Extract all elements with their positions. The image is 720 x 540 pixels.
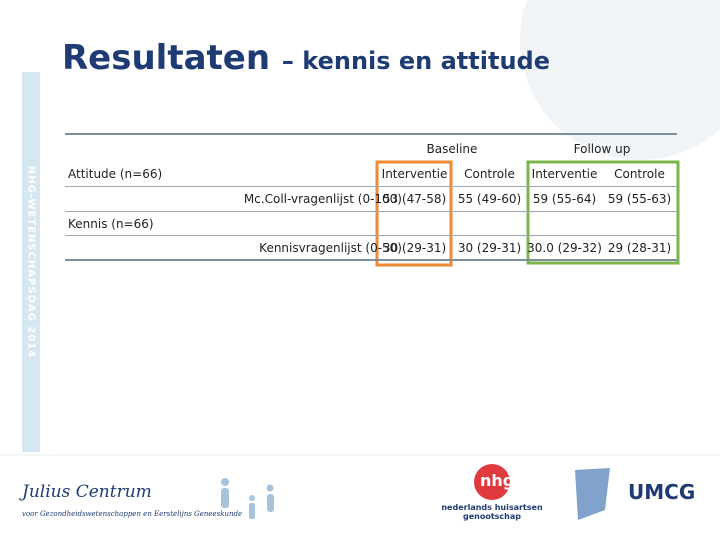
intervention-highlight	[375, 160, 453, 267]
row-rule	[65, 235, 677, 236]
row-rule	[65, 211, 677, 212]
title-rest: – kennis en attitude	[281, 47, 550, 75]
value-cell: 29 (28-31)	[607, 241, 672, 255]
side-bar	[22, 72, 40, 452]
row-label: Mc.Coll-vragenlijst (0-100)	[243, 192, 402, 206]
value-cell: 30.0 (29-32)	[527, 241, 602, 255]
julius-sub: voor Gezondheidswetenschappen en Eerstel…	[22, 510, 243, 518]
nhg-name: nhg	[480, 471, 515, 490]
group-header: Follow up	[573, 142, 631, 156]
slide-title: Resultaten – kennis en attitude	[62, 38, 550, 78]
swirl	[520, 0, 720, 160]
nhg-logo	[474, 464, 510, 500]
julius-figures	[221, 478, 274, 519]
title: Resultaten	[62, 38, 271, 78]
value-cell: 30 (29-31)	[382, 241, 447, 255]
row-label: Kennisvragenlijst (0-50)	[259, 241, 402, 255]
value-cell: 59 (55-64)	[532, 192, 597, 206]
side-label: NHG-Wetenschapsdag 2014	[25, 165, 37, 359]
table-top-rule	[65, 133, 677, 135]
value-cell: 55 (49-60)	[457, 192, 522, 206]
table-bottom-rule	[65, 259, 677, 261]
umcg-name: umcg	[628, 480, 696, 504]
group-header: Baseline	[426, 142, 478, 156]
column-header: Controle	[464, 167, 515, 181]
value-cell: 53 (47-58)	[382, 192, 447, 206]
section-label: Kennis (n=66)	[68, 217, 154, 231]
value-cell: 59 (55-63)	[607, 192, 672, 206]
julius-name: Julius Centrum	[22, 482, 152, 502]
umcg-logo	[575, 468, 610, 520]
row-rule	[65, 186, 677, 187]
section-label: Attitude (n=66)	[68, 167, 163, 181]
column-header: Interventie	[381, 167, 448, 181]
column-header: Interventie	[531, 167, 598, 181]
value-cell: 30 (29-31)	[457, 241, 522, 255]
followup-highlight	[526, 160, 680, 265]
nhg-sub: nederlands huisartsen genootschap	[441, 503, 543, 521]
column-header: Controle	[614, 167, 665, 181]
